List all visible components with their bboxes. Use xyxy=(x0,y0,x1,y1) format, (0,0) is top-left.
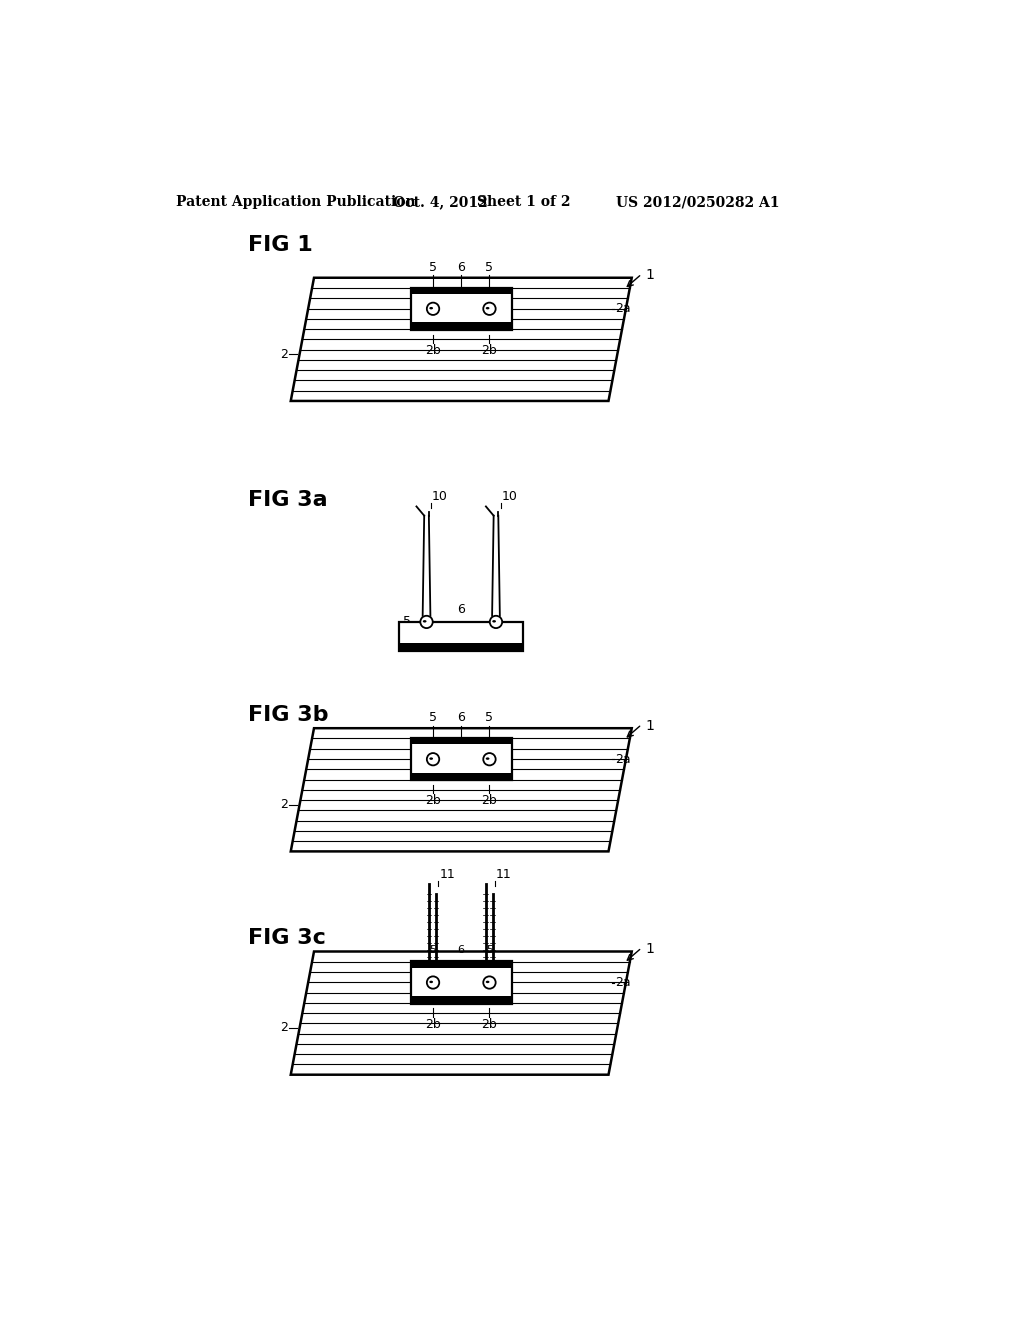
Text: 5: 5 xyxy=(505,623,512,636)
Text: Sheet 1 of 2: Sheet 1 of 2 xyxy=(477,195,570,210)
Polygon shape xyxy=(411,322,512,330)
Text: 6: 6 xyxy=(458,603,465,615)
Polygon shape xyxy=(411,961,512,1003)
Text: 2: 2 xyxy=(280,1022,288,1035)
Text: 2b: 2b xyxy=(425,343,441,356)
Text: 2b: 2b xyxy=(481,343,498,356)
Ellipse shape xyxy=(429,981,433,983)
Polygon shape xyxy=(411,738,512,780)
Polygon shape xyxy=(291,277,632,401)
Circle shape xyxy=(483,977,496,989)
Text: Oct. 4, 2012: Oct. 4, 2012 xyxy=(393,195,487,210)
Ellipse shape xyxy=(493,620,496,623)
Text: 1: 1 xyxy=(646,719,654,733)
Ellipse shape xyxy=(485,981,489,983)
Ellipse shape xyxy=(429,758,433,760)
Polygon shape xyxy=(399,622,523,651)
Circle shape xyxy=(427,977,439,989)
Text: 2: 2 xyxy=(280,347,288,360)
Text: 2a: 2a xyxy=(614,752,631,766)
Circle shape xyxy=(483,302,496,315)
Polygon shape xyxy=(411,738,512,744)
Polygon shape xyxy=(411,288,512,330)
Text: Patent Application Publication: Patent Application Publication xyxy=(176,195,416,210)
Text: 6: 6 xyxy=(458,945,465,956)
Text: US 2012/0250282 A1: US 2012/0250282 A1 xyxy=(616,195,779,210)
Text: 11: 11 xyxy=(496,867,511,880)
Polygon shape xyxy=(399,643,523,651)
Text: FIG 3b: FIG 3b xyxy=(248,705,329,725)
Text: 6: 6 xyxy=(458,261,465,273)
Text: 2b: 2b xyxy=(481,1018,498,1031)
Ellipse shape xyxy=(423,620,427,623)
Ellipse shape xyxy=(485,758,489,760)
Circle shape xyxy=(427,754,439,766)
Text: 2b: 2b xyxy=(481,795,498,808)
Circle shape xyxy=(489,615,502,628)
Text: FIG 1: FIG 1 xyxy=(248,235,313,255)
Polygon shape xyxy=(411,772,512,780)
Circle shape xyxy=(427,302,439,315)
Text: 1: 1 xyxy=(646,942,654,956)
Text: 10: 10 xyxy=(502,490,517,503)
Text: 1: 1 xyxy=(646,268,654,282)
Ellipse shape xyxy=(485,308,489,309)
Text: 2a: 2a xyxy=(614,975,631,989)
Circle shape xyxy=(483,754,496,766)
Text: 5: 5 xyxy=(429,261,437,273)
Text: 11: 11 xyxy=(439,867,455,880)
Polygon shape xyxy=(411,288,512,294)
Text: FIG 3a: FIG 3a xyxy=(248,490,328,510)
Text: 6: 6 xyxy=(458,711,465,725)
Text: 5: 5 xyxy=(485,711,494,725)
Text: 2b: 2b xyxy=(425,795,441,808)
Polygon shape xyxy=(411,961,512,968)
Text: 2: 2 xyxy=(280,799,288,810)
Ellipse shape xyxy=(429,308,433,309)
Text: FIG 3c: FIG 3c xyxy=(248,928,326,948)
Polygon shape xyxy=(291,952,632,1074)
Polygon shape xyxy=(291,729,632,851)
Polygon shape xyxy=(411,997,512,1003)
Text: 2a: 2a xyxy=(614,302,631,315)
Text: 5: 5 xyxy=(485,261,494,273)
Text: 2b: 2b xyxy=(425,1018,441,1031)
Text: 5: 5 xyxy=(429,711,437,725)
Text: 5: 5 xyxy=(486,945,493,956)
Text: 10: 10 xyxy=(432,490,447,503)
Text: 5: 5 xyxy=(403,615,411,628)
Text: 5: 5 xyxy=(429,945,436,956)
Circle shape xyxy=(420,615,433,628)
